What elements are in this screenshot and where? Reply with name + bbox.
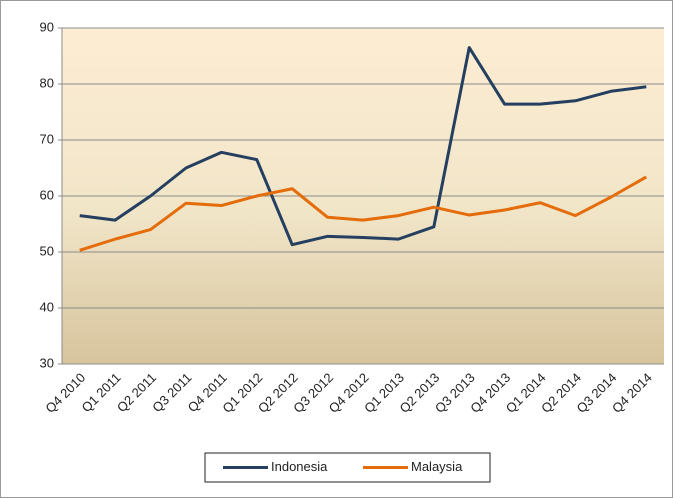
y-tick-label: 90 — [40, 19, 54, 34]
legend-label: Indonesia — [271, 459, 328, 474]
y-tick-label: 60 — [40, 187, 54, 202]
y-tick-label: 80 — [40, 75, 54, 90]
y-tick-label: 40 — [40, 299, 54, 314]
series-line — [79, 46, 647, 247]
legend-label: Malaysia — [411, 459, 463, 474]
y-tick-label: 70 — [40, 131, 54, 146]
series-line — [79, 175, 648, 252]
y-tick-label: 30 — [40, 355, 54, 370]
y-tick-label: 50 — [40, 243, 54, 258]
